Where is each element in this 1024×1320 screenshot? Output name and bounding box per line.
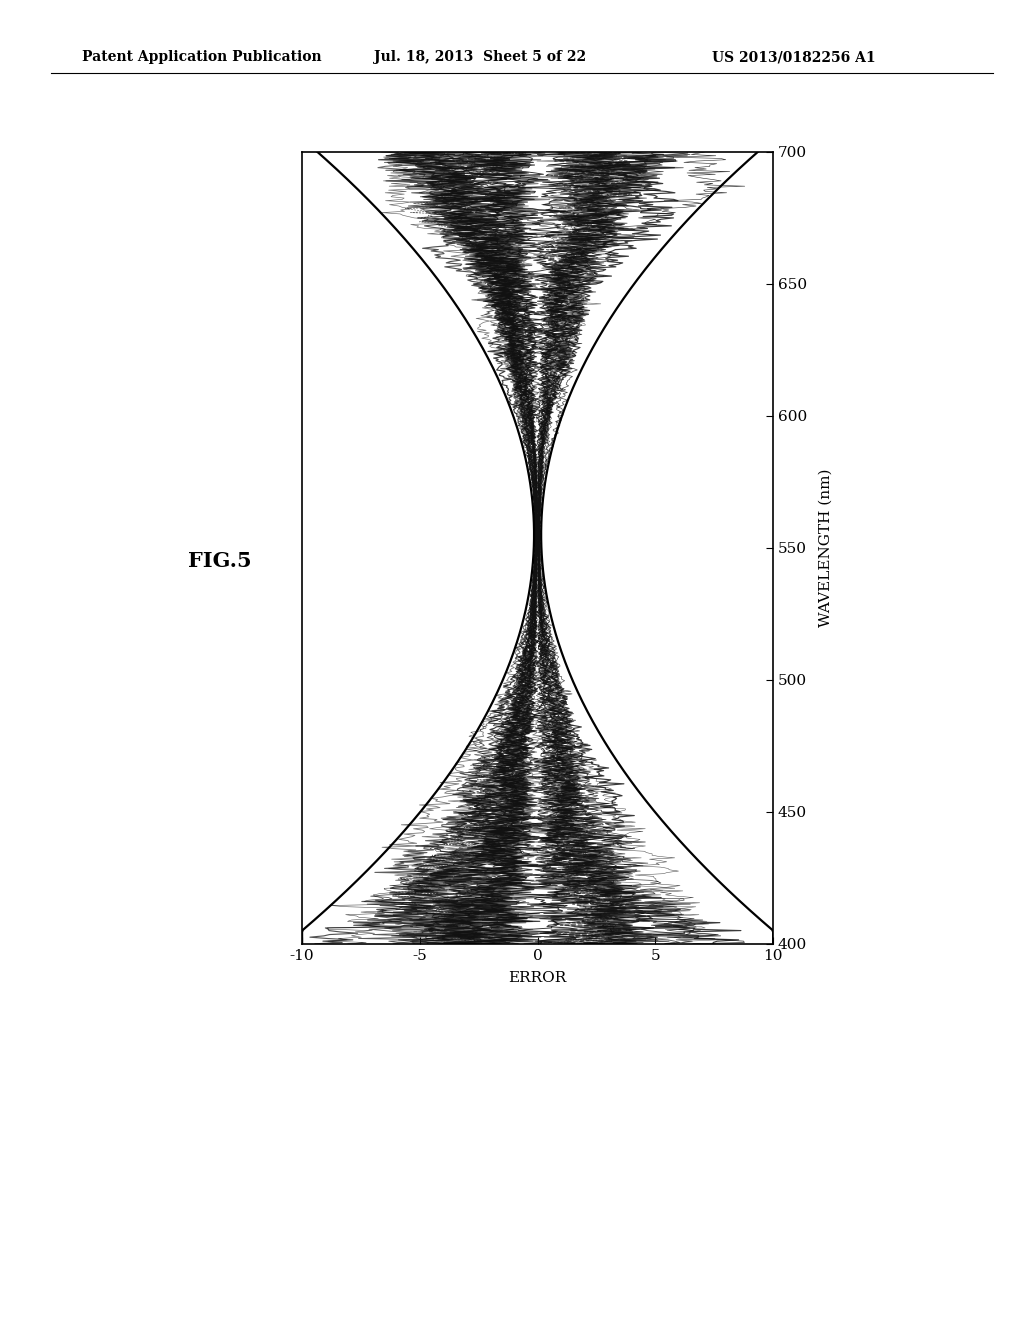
X-axis label: ERROR: ERROR bbox=[509, 972, 566, 985]
Text: Jul. 18, 2013  Sheet 5 of 22: Jul. 18, 2013 Sheet 5 of 22 bbox=[374, 50, 586, 65]
Y-axis label: WAVELENGTH (nm): WAVELENGTH (nm) bbox=[818, 469, 833, 627]
Text: Patent Application Publication: Patent Application Publication bbox=[82, 50, 322, 65]
Text: US 2013/0182256 A1: US 2013/0182256 A1 bbox=[712, 50, 876, 65]
Text: FIG.5: FIG.5 bbox=[188, 550, 252, 572]
